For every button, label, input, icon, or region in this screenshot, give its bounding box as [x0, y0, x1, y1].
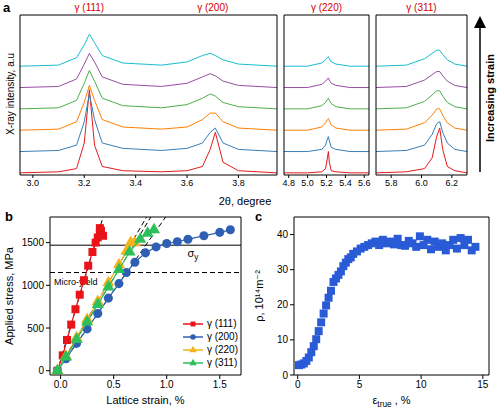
svg-text:Applied stress, MPa: Applied stress, MPa — [8, 246, 15, 345]
svg-text:500: 500 — [27, 323, 44, 334]
svg-text:5.6: 5.6 — [358, 178, 371, 188]
svg-text:εtrue , %: εtrue , % — [372, 394, 410, 409]
html-text:γ (200): γ (200) — [206, 331, 238, 342]
svg-text:γ (220): γ (220) — [311, 2, 342, 13]
svg-text:5.0: 5.0 — [301, 178, 314, 188]
html-text:γ (311): γ (311) — [206, 357, 238, 368]
svg-text:3.2: 3.2 — [78, 178, 91, 188]
svg-text:1.0: 1.0 — [160, 379, 174, 390]
svg-text:0: 0 — [295, 379, 301, 390]
svg-text:Micro-yield: Micro-yield — [54, 277, 98, 287]
svg-text:1000: 1000 — [22, 280, 45, 291]
svg-text:c: c — [255, 209, 262, 224]
svg-text:30: 30 — [277, 264, 289, 275]
svg-text:40: 40 — [277, 229, 289, 240]
svg-text:5.8: 5.8 — [385, 178, 398, 188]
svg-text:σy: σy — [188, 247, 200, 262]
svg-text:1.5: 1.5 — [213, 379, 227, 390]
svg-text:Lattice strain, %: Lattice strain, % — [106, 394, 184, 406]
svg-text:0.5: 0.5 — [107, 379, 121, 390]
svg-text:a: a — [8, 0, 11, 15]
svg-text:5.2: 5.2 — [320, 178, 333, 188]
svg-text:γ (111): γ (111) — [75, 2, 105, 13]
svg-text:4.8: 4.8 — [282, 178, 295, 188]
svg-text:5.4: 5.4 — [339, 178, 352, 188]
svg-text:γ (311): γ (311) — [406, 2, 436, 13]
svg-text:X-ray intensity, a.u: X-ray intensity, a.u — [8, 53, 16, 135]
svg-text:15: 15 — [477, 379, 489, 390]
svg-text:0.0: 0.0 — [54, 379, 68, 390]
svg-text:6.0: 6.0 — [415, 178, 428, 188]
svg-text:3.8: 3.8 — [232, 178, 245, 188]
svg-text:20: 20 — [277, 299, 289, 310]
svg-text:0: 0 — [38, 365, 44, 376]
svg-text:γ (200): γ (200) — [197, 2, 228, 13]
svg-text:2θ, degree: 2θ, degree — [219, 195, 272, 207]
svg-text:3.0: 3.0 — [27, 178, 40, 188]
svg-text:Increasing strain: Increasing strain — [484, 54, 492, 142]
svg-text:5: 5 — [357, 379, 363, 390]
svg-text:3.4: 3.4 — [129, 178, 142, 188]
html-text:γ (111): γ (111) — [206, 318, 237, 329]
html-text:γ (220): γ (220) — [206, 344, 238, 355]
svg-text:6.2: 6.2 — [446, 178, 459, 188]
svg-text:ρ, 10¹⁴m⁻²: ρ, 10¹⁴m⁻² — [253, 270, 265, 322]
svg-text:3.6: 3.6 — [181, 178, 194, 188]
svg-text:0: 0 — [282, 370, 288, 381]
svg-text:10: 10 — [416, 379, 428, 390]
svg-text:1500: 1500 — [22, 237, 45, 248]
svg-text:10: 10 — [277, 334, 289, 345]
svg-text:b: b — [8, 209, 13, 224]
